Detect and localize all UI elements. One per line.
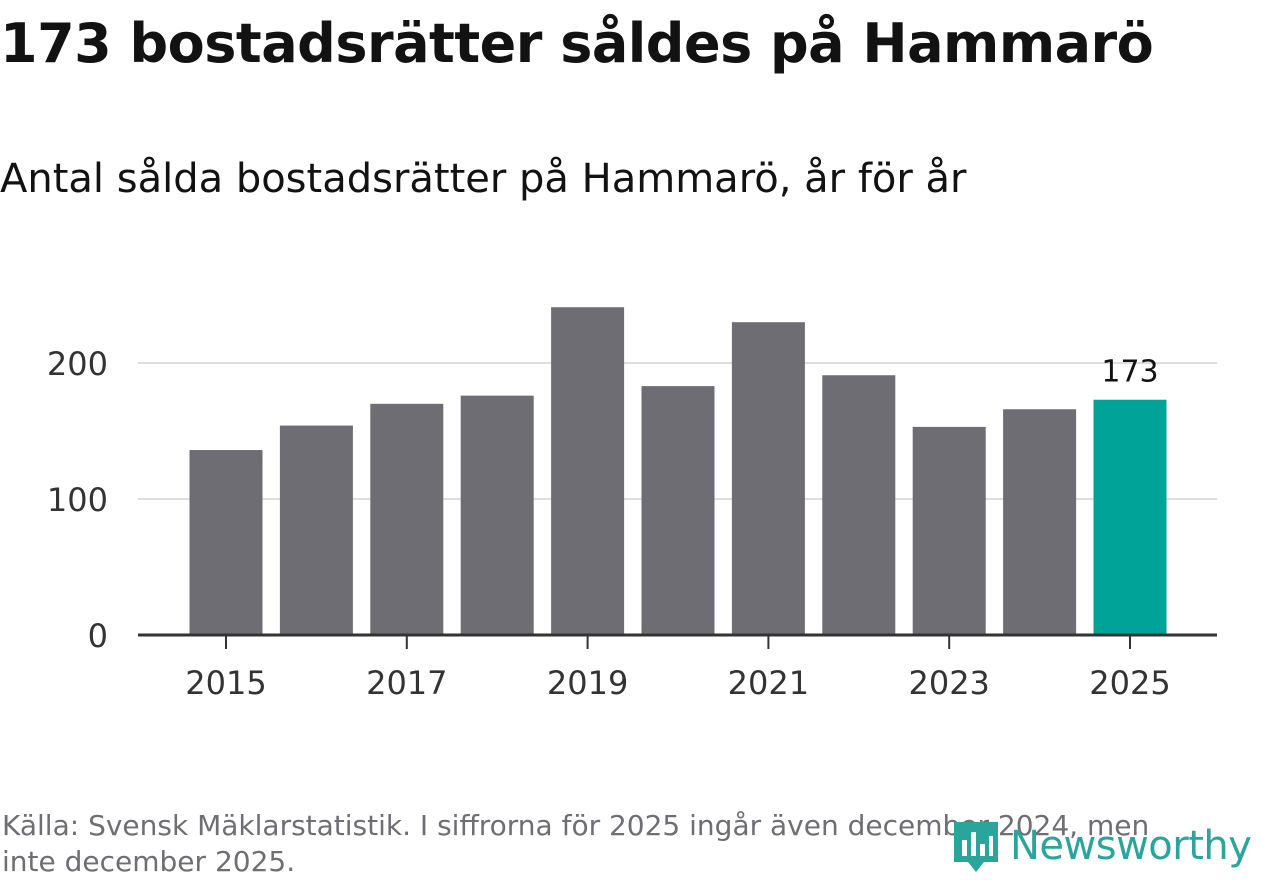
bar-2022 [822,375,896,635]
newsworthy-logo: Newsworthy [950,818,1252,874]
y-tick-label: 200 [47,345,108,383]
bar-2018 [460,395,534,635]
y-tick-label: 100 [47,481,108,519]
newsworthy-logo-icon [954,822,998,872]
x-tick-label: 2025 [1089,664,1170,702]
y-tick-label: 0 [88,617,108,655]
bar-2020 [641,386,715,635]
bar-2025 [1093,399,1167,635]
x-tick-label: 2021 [728,664,809,702]
chart-subtitle: Antal sålda bostadsrätter på Hammarö, år… [0,156,967,202]
bar-2016 [279,425,353,635]
bar-2024 [1003,409,1077,635]
bar-2015 [189,450,263,635]
bar-2023 [912,426,986,635]
bar-chart: 0 100 200 173 2015 2017 2019 2021 2023 2025 [47,307,1217,702]
bar-2019 [551,307,625,635]
bar-2017 [370,403,444,635]
highlight-value-label: 173 [1101,355,1158,390]
logo-text: Newsworthy [1010,823,1252,869]
bar-2021 [731,322,805,635]
bars [189,307,1167,635]
x-axis [138,633,1217,649]
tick-labels: 0 100 200 173 2015 2017 2019 2021 2023 2025 [47,345,1171,702]
x-tick-label: 2015 [185,664,266,702]
chart-title: 173 bostadsrätter såldes på Hammarö [0,12,1154,75]
x-tick-label: 2019 [547,664,628,702]
x-tick-label: 2023 [908,664,989,702]
x-tick-label: 2017 [366,664,447,702]
